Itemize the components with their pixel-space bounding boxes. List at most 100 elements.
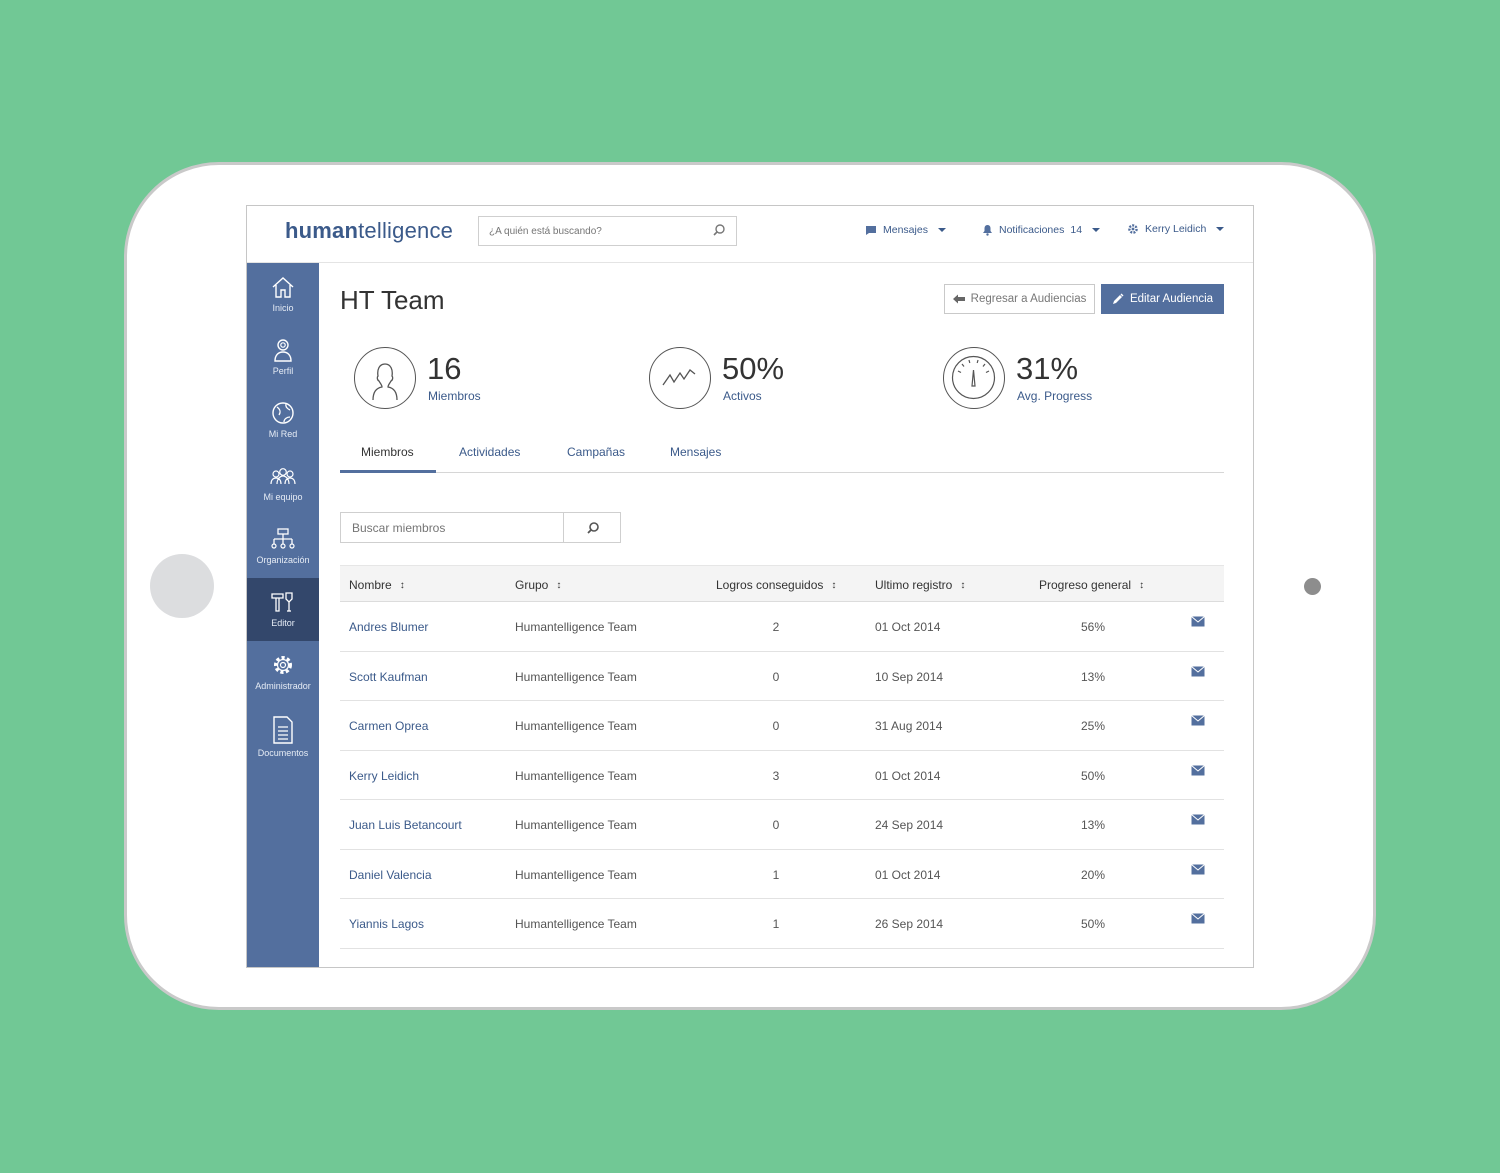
sidebar-item-mi-red[interactable]: Mi Red xyxy=(247,389,319,452)
member-last-login: 01 Oct 2014 xyxy=(875,768,941,783)
member-group: Humantelligence Team xyxy=(515,669,637,684)
pencil-icon xyxy=(1112,293,1124,304)
chat-icon xyxy=(866,225,876,235)
sort-icon: ↕ xyxy=(399,579,405,591)
tab-actividades[interactable]: Actividades xyxy=(459,445,521,459)
notifications-label: Notificaciones xyxy=(999,224,1065,236)
column-header-progreso[interactable]: Progreso general ↕ xyxy=(1039,578,1145,592)
member-progress: 20% xyxy=(1080,867,1106,882)
member-group: Humantelligence Team xyxy=(515,620,637,634)
stat-value: 16 xyxy=(427,351,462,386)
stat-label: Activos xyxy=(723,389,762,403)
envelope-icon[interactable] xyxy=(1191,715,1205,729)
sort-icon: ↕ xyxy=(960,579,966,591)
gear-icon xyxy=(1128,224,1138,234)
member-progress: 13% xyxy=(1080,669,1106,684)
envelope-icon[interactable] xyxy=(1191,616,1205,630)
home-icon xyxy=(272,277,294,298)
column-header-nombre[interactable]: Nombre ↕ xyxy=(349,578,405,592)
logo[interactable]: humantelligence xyxy=(285,218,454,243)
sidebar-item-editor[interactable]: Editor xyxy=(247,578,319,641)
notifications-menu[interactable]: Notificaciones 14 xyxy=(982,224,1101,236)
tablet-camera xyxy=(1304,578,1321,595)
member-group: Humantelligence Team xyxy=(515,917,637,931)
globe-icon xyxy=(272,402,294,424)
global-search xyxy=(478,216,737,246)
page-title: HT Team xyxy=(340,285,445,315)
search-icon xyxy=(587,522,599,534)
member-progress: 25% xyxy=(1080,719,1106,733)
sort-icon: ↕ xyxy=(556,579,562,591)
chevron-down-icon xyxy=(937,228,946,232)
sidebar-item-administrador[interactable]: Administrador xyxy=(247,641,319,704)
member-name-link[interactable]: Daniel Valencia xyxy=(349,867,432,882)
member-name-link[interactable]: Carmen Oprea xyxy=(349,719,429,733)
member-last-login: 31 Aug 2014 xyxy=(875,719,943,733)
table-body: Andres Blumer Humantelligence Team 2 01 Oct… xyxy=(340,602,1224,949)
gear-icon xyxy=(274,656,292,674)
member-achievements: 0 xyxy=(772,669,780,684)
member-achievements: 3 xyxy=(772,768,780,783)
tab-campanas[interactable]: Campañas xyxy=(567,445,626,459)
member-name-link[interactable]: Kerry Leidich xyxy=(349,768,420,783)
edit-button-label: Editar Audiencia xyxy=(1129,293,1214,305)
sidebar-item-label: Perfil xyxy=(272,366,294,376)
stat-value: 31% xyxy=(1016,351,1079,386)
global-search-input[interactable] xyxy=(479,217,704,245)
notifications-count: 14 xyxy=(1070,224,1083,236)
sidebar-item-label: Administrador xyxy=(255,681,311,691)
member-name-link[interactable]: Scott Kaufman xyxy=(349,669,428,684)
column-header-registro[interactable]: Ultimo registro ↕ xyxy=(875,578,966,592)
sort-icon: ↕ xyxy=(831,579,837,591)
back-to-audiences-button[interactable]: Regresar a Audiencias xyxy=(944,284,1095,314)
search-icon[interactable] xyxy=(712,223,726,237)
members-table: Nombre ↕ Grupo ↕ Logros conseguidos ↕ Ultim… xyxy=(340,565,1224,949)
sidebar-item-perfil[interactable]: Perfil xyxy=(247,326,319,389)
member-group: Humantelligence Team xyxy=(515,719,637,733)
tab-bar: Miembros Actividades Campañas Mensajes xyxy=(340,437,1224,473)
org-chart-icon xyxy=(271,528,295,549)
stat-circle xyxy=(943,347,1005,409)
member-group: Humantelligence Team xyxy=(515,818,637,832)
table-row: Kerry Leidich Humantelligence Team 3 01 Oct… xyxy=(340,751,1224,800)
table-row: Daniel Valencia Humantelligence Team 1 01 O… xyxy=(340,850,1224,899)
table-row: Andres Blumer Humantelligence Team 2 01 Oct… xyxy=(340,602,1224,652)
envelope-icon[interactable] xyxy=(1191,814,1205,828)
member-last-login: 24 Sep 2014 xyxy=(875,818,944,832)
column-header-grupo[interactable]: Grupo ↕ xyxy=(515,578,562,592)
member-name-link[interactable]: Yiannis Lagos xyxy=(349,917,424,931)
sidebar-item-inicio[interactable]: Inicio xyxy=(247,263,319,326)
stat-circle xyxy=(649,347,711,409)
member-last-login: 10 Sep 2014 xyxy=(875,669,944,684)
user-menu[interactable]: Kerry Leidich xyxy=(1127,223,1225,235)
table-header: Nombre ↕ Grupo ↕ Logros conseguidos ↕ Ultim… xyxy=(340,565,1224,602)
sidebar-item-label: Editor xyxy=(271,618,295,628)
column-header-logros[interactable]: Logros conseguidos ↕ xyxy=(716,578,837,592)
messages-menu[interactable]: Mensajes xyxy=(865,224,946,236)
member-achievements: 0 xyxy=(772,818,780,832)
tab-mensajes[interactable]: Mensajes xyxy=(670,445,722,459)
top-bar: humantelligence Mensajes Notificaciones … xyxy=(247,206,1253,263)
sidebar-item-organizacion[interactable]: Organización xyxy=(247,515,319,578)
sort-icon: ↕ xyxy=(1139,579,1145,591)
member-search-input[interactable] xyxy=(341,513,563,542)
envelope-icon[interactable] xyxy=(1191,764,1205,779)
team-icon xyxy=(270,468,296,485)
member-name-link[interactable]: Andres Blumer xyxy=(349,620,429,634)
edit-audience-button[interactable]: Editar Audiencia xyxy=(1101,284,1224,314)
sidebar-item-mi-equipo[interactable]: Mi equipo xyxy=(247,452,319,515)
tab-miembros[interactable]: Miembros xyxy=(361,445,414,459)
envelope-icon[interactable] xyxy=(1191,913,1205,927)
member-last-login: 01 Oct 2014 xyxy=(875,620,941,634)
envelope-icon[interactable] xyxy=(1191,863,1205,878)
activity-chart-icon xyxy=(662,369,696,386)
member-achievements: 1 xyxy=(772,917,780,931)
member-last-login: 26 Sep 2014 xyxy=(875,917,944,931)
member-achievements: 2 xyxy=(772,620,780,634)
member-last-login: 01 Oct 2014 xyxy=(875,867,941,882)
member-name-link[interactable]: Juan Luis Betancourt xyxy=(349,818,462,832)
bell-icon xyxy=(983,225,992,236)
member-search-button[interactable] xyxy=(563,513,620,542)
sidebar-item-documentos[interactable]: Documentos xyxy=(247,704,319,774)
envelope-icon[interactable] xyxy=(1191,665,1205,680)
